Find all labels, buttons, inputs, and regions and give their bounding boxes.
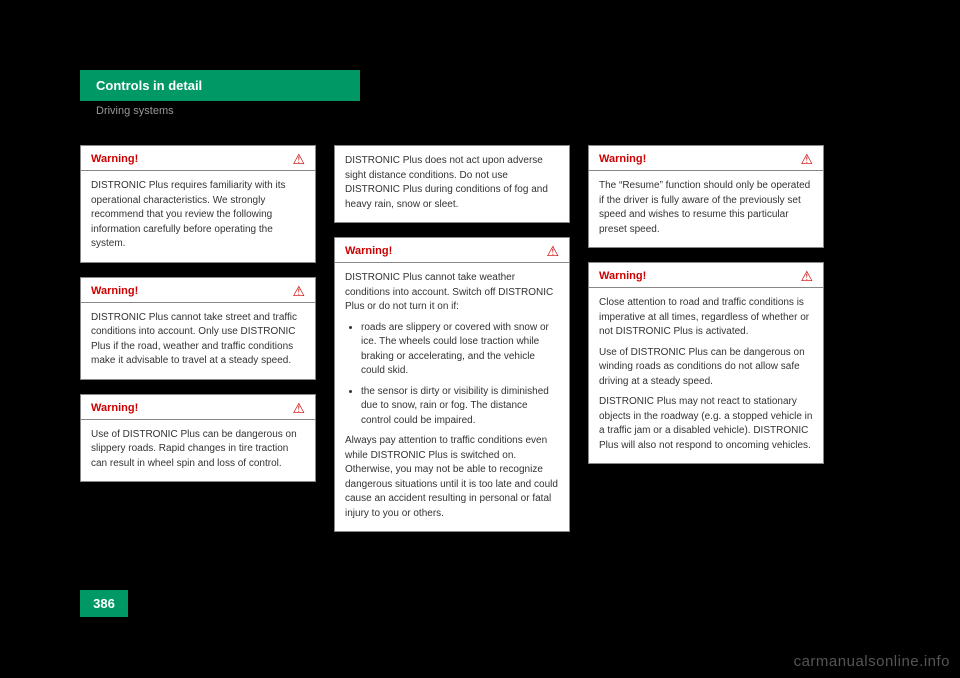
warning-triangle-icon: ⚠ <box>292 152 305 166</box>
list-item: the sensor is dirty or visibility is dim… <box>361 385 559 429</box>
warning-body: DISTRONIC Plus cannot take street and tr… <box>81 303 315 379</box>
column-3: Warning! ⚠ The “Resume” function should … <box>588 145 824 532</box>
warning-body: DISTRONIC Plus cannot take weather condi… <box>335 263 569 531</box>
warning-header: Warning! ⚠ <box>589 263 823 288</box>
warning-label: Warning! <box>91 402 138 414</box>
warning-box: Warning! ⚠ The “Resume” function should … <box>588 145 824 248</box>
warning-header: Warning! ⚠ <box>335 238 569 263</box>
warning-triangle-icon: ⚠ <box>292 284 305 298</box>
warning-box: Warning! ⚠ DISTRONIC Plus cannot take we… <box>334 237 570 532</box>
warning-header: Warning! ⚠ <box>81 146 315 171</box>
warning-body: Close attention to road and traffic cond… <box>589 288 823 463</box>
warning-body: The “Resume” function should only be ope… <box>589 171 823 247</box>
warning-text: Use of DISTRONIC Plus can be dangerous o… <box>91 428 305 472</box>
info-text: DISTRONIC Plus does not act upon adverse… <box>345 154 559 212</box>
warning-text: DISTRONIC Plus requires familiarity with… <box>91 179 305 252</box>
warning-triangle-icon: ⚠ <box>800 152 813 166</box>
warning-label: Warning! <box>91 153 138 165</box>
warning-header: Warning! ⚠ <box>81 395 315 420</box>
warning-label: Warning! <box>345 245 392 257</box>
warning-p3: DISTRONIC Plus may not react to stationa… <box>599 395 813 453</box>
info-body: DISTRONIC Plus does not act upon adverse… <box>335 146 569 222</box>
watermark: carmanualsonline.info <box>794 653 950 670</box>
warning-triangle-icon: ⚠ <box>546 244 559 258</box>
info-box: DISTRONIC Plus does not act upon adverse… <box>334 145 570 223</box>
warning-header: Warning! ⚠ <box>81 278 315 303</box>
warning-box: Warning! ⚠ DISTRONIC Plus cannot take st… <box>80 277 316 380</box>
page-number: 386 <box>80 590 128 617</box>
warning-body: Use of DISTRONIC Plus can be dangerous o… <box>81 420 315 482</box>
warning-text: DISTRONIC Plus cannot take street and tr… <box>91 311 305 369</box>
section-subtitle: Driving systems <box>96 105 880 117</box>
section-header: Controls in detail <box>80 70 360 101</box>
warning-label: Warning! <box>599 270 646 282</box>
section-title: Controls in detail <box>96 78 202 93</box>
warning-text: The “Resume” function should only be ope… <box>599 179 813 237</box>
warning-p2: Use of DISTRONIC Plus can be dangerous o… <box>599 346 813 390</box>
column-1: Warning! ⚠ DISTRONIC Plus requires famil… <box>80 145 316 532</box>
warning-label: Warning! <box>91 285 138 297</box>
warning-box: Warning! ⚠ Close attention to road and t… <box>588 262 824 464</box>
warning-triangle-icon: ⚠ <box>800 269 813 283</box>
column-2: DISTRONIC Plus does not act upon adverse… <box>334 145 570 532</box>
warning-body: DISTRONIC Plus requires familiarity with… <box>81 171 315 262</box>
list-item: roads are slippery or covered with snow … <box>361 321 559 379</box>
warning-label: Warning! <box>599 153 646 165</box>
columns-container: Warning! ⚠ DISTRONIC Plus requires famil… <box>80 145 880 532</box>
warning-list: roads are slippery or covered with snow … <box>345 321 559 429</box>
warning-box: Warning! ⚠ DISTRONIC Plus requires famil… <box>80 145 316 263</box>
warning-header: Warning! ⚠ <box>589 146 823 171</box>
warning-box: Warning! ⚠ Use of DISTRONIC Plus can be … <box>80 394 316 483</box>
warning-triangle-icon: ⚠ <box>292 401 305 415</box>
warning-outro: Always pay attention to traffic conditio… <box>345 434 559 521</box>
warning-intro: DISTRONIC Plus cannot take weather condi… <box>345 271 559 315</box>
warning-p1: Close attention to road and traffic cond… <box>599 296 813 340</box>
page-content: Controls in detail Driving systems Warni… <box>80 70 880 532</box>
